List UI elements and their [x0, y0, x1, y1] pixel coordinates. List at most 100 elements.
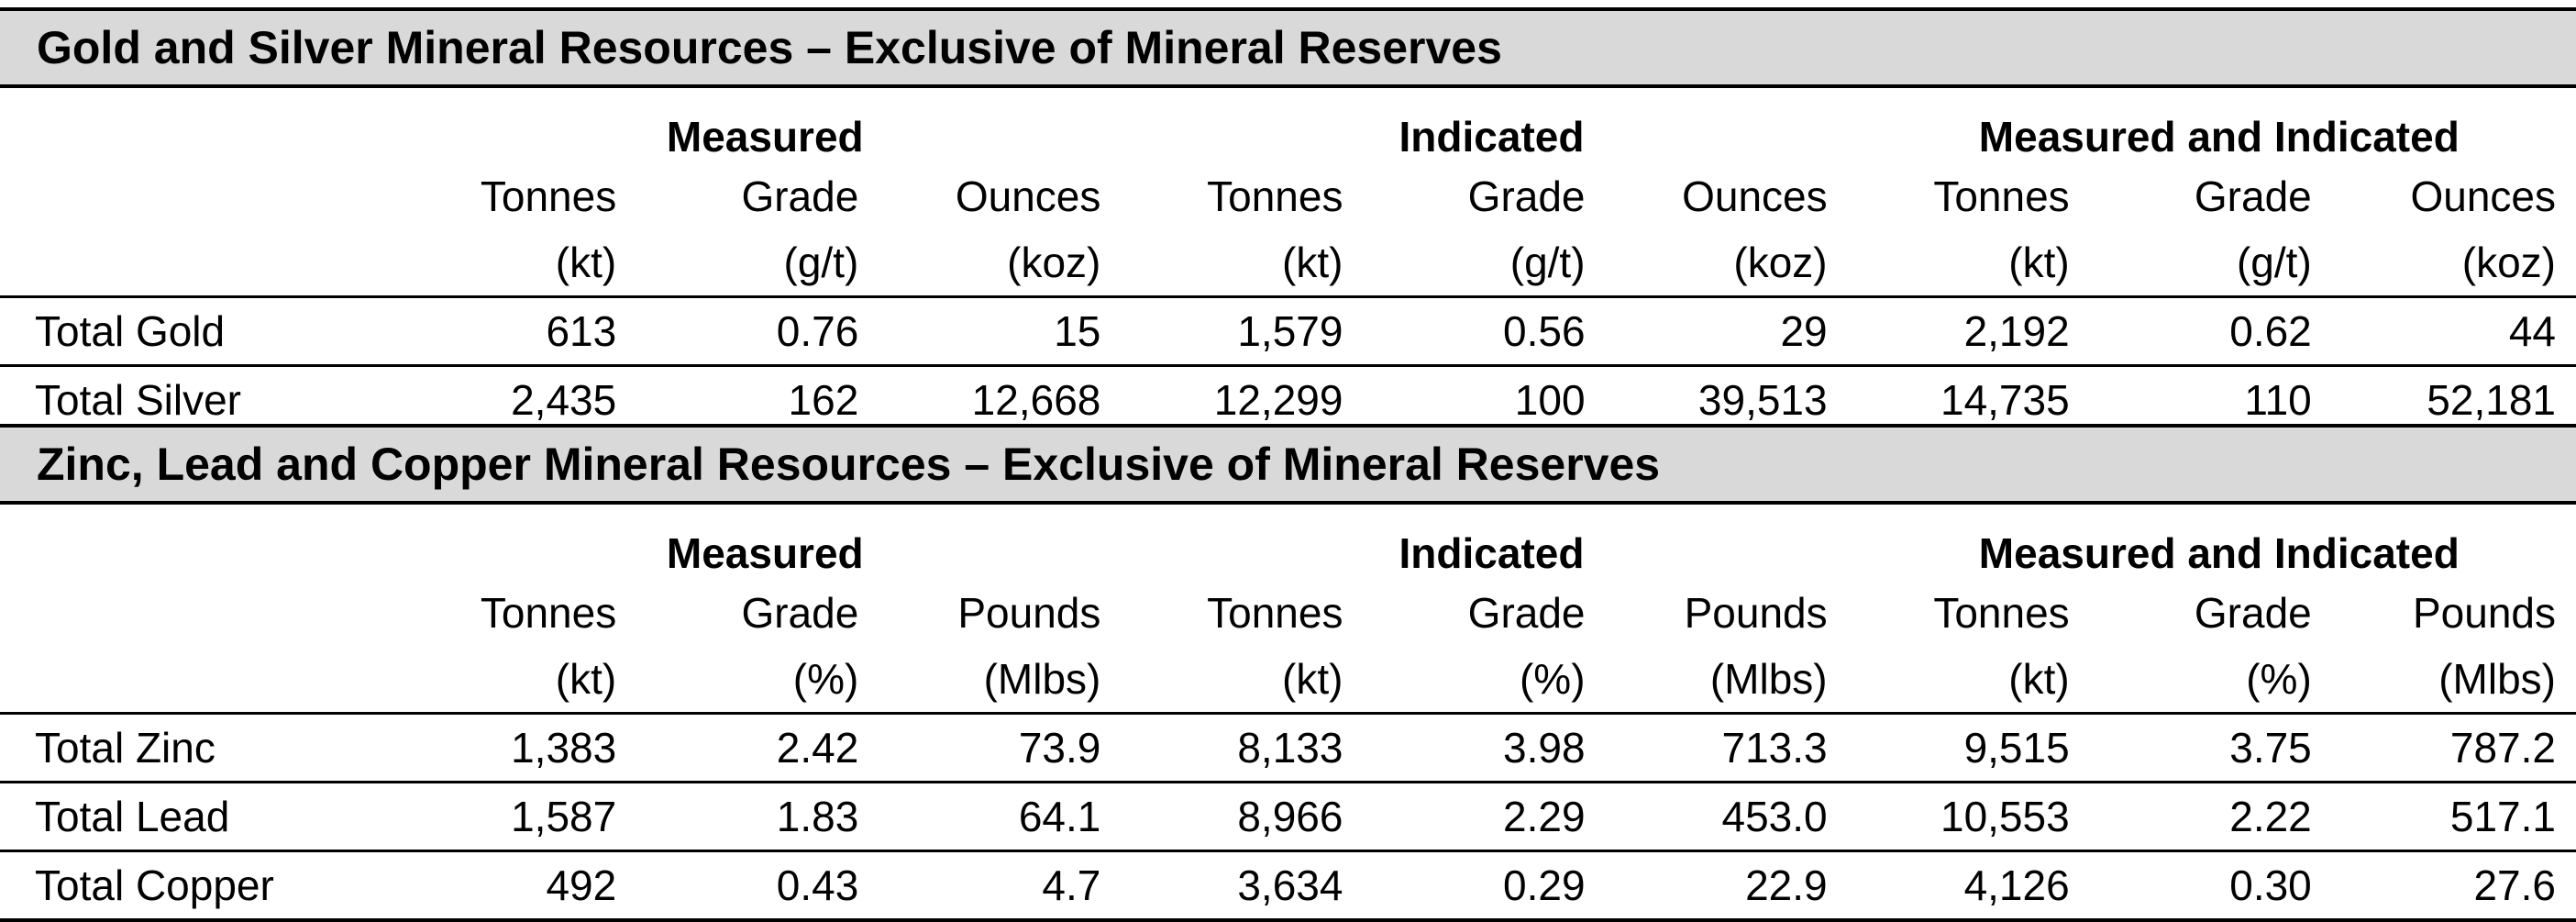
empty-cell — [0, 229, 395, 298]
table-cell: 517.1 — [2331, 782, 2576, 852]
column-unit: (Mlbs) — [2331, 646, 2576, 715]
column-unit: (g/t) — [1363, 229, 1606, 298]
column-header: Tonnes — [1207, 589, 1343, 637]
zinc-lead-copper-table: Zinc, Lead and Copper Mineral Resources … — [0, 424, 2576, 922]
column-header: Tonnes — [1933, 589, 2070, 637]
column-header-row: Tonnes Grade Pounds Tonnes Grade Pounds … — [0, 580, 2576, 646]
row-label: Total Copper — [0, 850, 395, 922]
column-unit: (kt) — [394, 229, 637, 298]
column-unit: (g/t) — [2089, 229, 2332, 298]
column-unit: (%) — [1363, 646, 1606, 715]
column-header: Ounces — [2410, 172, 2556, 220]
table-cell: 2.22 — [2089, 782, 2332, 852]
column-unit: (kt) — [1121, 646, 1364, 715]
group-measured-and-indicated: Measured and Indicated — [1978, 113, 2460, 161]
column-unit: (kt) — [1847, 646, 2090, 715]
table-title-row: Gold and Silver Mineral Resources – Excl… — [0, 7, 2576, 88]
table-cell: 4,126 — [1847, 850, 2090, 922]
column-header: Grade — [741, 172, 859, 220]
empty-cell — [0, 580, 394, 646]
table-cell: 2,192 — [1847, 296, 2090, 367]
table-cell: 27.6 — [2331, 850, 2576, 922]
table-cell: 52,181 — [2427, 376, 2556, 424]
table-cell: 3.75 — [2089, 713, 2332, 783]
group-header-row: Measured Indicated Measured and Indicate… — [0, 86, 2576, 163]
column-unit: (koz) — [879, 229, 1122, 298]
column-header: Grade — [2194, 589, 2312, 637]
table-cell: 787.2 — [2331, 713, 2576, 783]
column-header: Ounces — [955, 172, 1101, 220]
group-measured: Measured — [666, 529, 864, 577]
column-unit: (%) — [636, 646, 879, 715]
table-cell: 1,579 — [1121, 296, 1364, 367]
column-unit-row: (kt) (%) (Mlbs) (kt) (%) (Mlbs) (kt) (%)… — [0, 646, 2576, 715]
table-cell: 110 — [2244, 376, 2312, 424]
column-unit: (kt) — [394, 646, 637, 715]
table-cell: 22.9 — [1605, 850, 1848, 922]
column-header: Tonnes — [1933, 172, 2070, 220]
table-cell: 64.1 — [879, 782, 1122, 852]
column-header: Grade — [1467, 172, 1586, 220]
column-header: Grade — [1467, 589, 1586, 637]
column-header: Ounces — [1682, 172, 1828, 220]
column-header: Grade — [741, 589, 859, 637]
empty-cell — [0, 646, 395, 715]
row-label: Total Zinc — [0, 713, 395, 783]
column-unit: (koz) — [2331, 229, 2576, 298]
row-label: Total Lead — [0, 782, 395, 852]
table-cell: 713.3 — [1605, 713, 1848, 783]
column-unit: (Mlbs) — [1605, 646, 1848, 715]
table-cell: 12,668 — [971, 376, 1101, 424]
column-header: Tonnes — [1207, 172, 1343, 220]
table-cell: 613 — [394, 296, 637, 367]
table-cell: 0.76 — [636, 296, 879, 367]
table-row: Total Silver 2,435 162 12,668 12,299 100… — [0, 366, 2576, 434]
table-cell: 8,133 — [1121, 713, 1364, 783]
table-cell: 0.30 — [2089, 850, 2332, 922]
table-cell: 2.42 — [636, 713, 879, 783]
group-measured-and-indicated: Measured and Indicated — [1978, 529, 2460, 577]
column-header: Pounds — [957, 589, 1101, 637]
column-unit: (%) — [2089, 646, 2332, 715]
table-cell: 0.43 — [636, 850, 879, 922]
group-measured: Measured — [666, 113, 864, 161]
group-indicated: Indicated — [1399, 113, 1585, 161]
table-cell: 3.98 — [1363, 713, 1606, 783]
table-cell: 4.7 — [879, 850, 1122, 922]
column-unit: (Mlbs) — [879, 646, 1122, 715]
table-cell: 0.29 — [1363, 850, 1606, 922]
column-header-row: Tonnes Grade Ounces Tonnes Grade Ounces … — [0, 163, 2576, 229]
table-cell: 29 — [1605, 296, 1848, 367]
table-cell: 12,299 — [1213, 376, 1343, 424]
column-unit-row: (kt) (g/t) (koz) (kt) (g/t) (koz) (kt) (… — [0, 229, 2576, 298]
column-unit: (g/t) — [636, 229, 879, 298]
table-cell: 0.62 — [2089, 296, 2332, 367]
table-row: Total Gold 613 0.76 15 1,579 0.56 29 2,1… — [0, 296, 2576, 367]
table-cell: 44 — [2331, 296, 2576, 367]
group-header-row: Measured Indicated Measured and Indicate… — [0, 503, 2576, 580]
table-cell: 39,513 — [1697, 376, 1828, 424]
table-row: Total Copper 492 0.43 4.7 3,634 0.29 22.… — [0, 850, 2576, 922]
group-indicated: Indicated — [1399, 529, 1585, 577]
table-cell: 8,966 — [1121, 782, 1364, 852]
table-cell: 1,587 — [394, 782, 637, 852]
table-cell: 453.0 — [1605, 782, 1848, 852]
column-header: Grade — [2194, 172, 2312, 220]
column-header: Pounds — [1684, 589, 1828, 637]
table-cell: 73.9 — [879, 713, 1122, 783]
table-cell: 162 — [788, 376, 859, 424]
column-unit: (koz) — [1605, 229, 1848, 298]
table-cell: 492 — [394, 850, 637, 922]
table-cell: 100 — [1514, 376, 1586, 424]
empty-cell — [0, 86, 394, 163]
column-header: Pounds — [2412, 589, 2556, 637]
table-cell: 3,634 — [1121, 850, 1364, 922]
table-title: Zinc, Lead and Copper Mineral Resources … — [0, 424, 2576, 505]
table-row: Total Zinc 1,383 2.42 73.9 8,133 3.98 71… — [0, 713, 2576, 783]
empty-cell — [0, 503, 394, 580]
table-cell: 1.83 — [636, 782, 879, 852]
table-cell: 2.29 — [1363, 782, 1606, 852]
column-unit: (kt) — [1121, 229, 1364, 298]
row-label: Total Silver — [35, 376, 241, 424]
